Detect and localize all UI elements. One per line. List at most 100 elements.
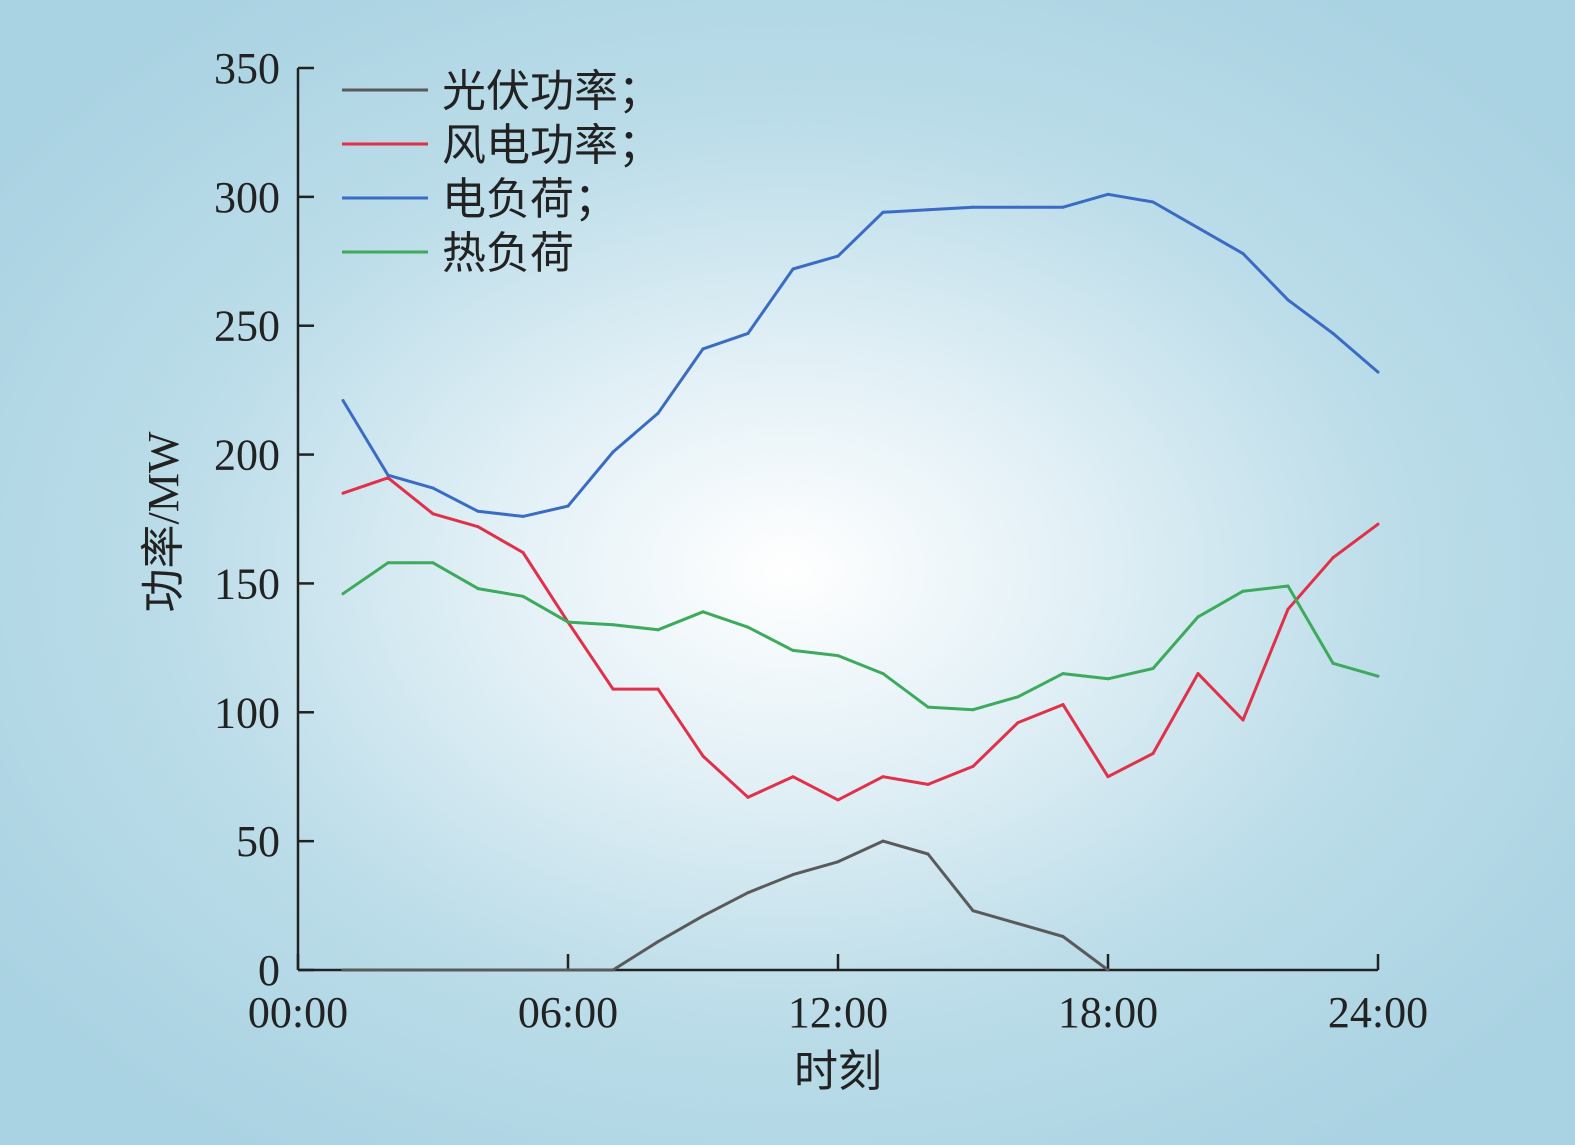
- data-point: [656, 687, 660, 691]
- data-point: [386, 968, 390, 972]
- data-point: [656, 628, 660, 632]
- data-point: [476, 525, 480, 529]
- data-point: [1376, 370, 1380, 374]
- data-point: [1016, 922, 1020, 926]
- data-point: [566, 968, 570, 972]
- series-3: [341, 192, 1380, 518]
- data-point: [476, 509, 480, 513]
- series-line: [342, 561, 1379, 712]
- y-tick-label: 350: [214, 44, 280, 93]
- data-point: [926, 208, 930, 212]
- data-point: [431, 561, 435, 565]
- data-point: [746, 795, 750, 799]
- data-point: [431, 486, 435, 490]
- y-tick-label: 250: [214, 302, 280, 351]
- data-point: [1106, 677, 1110, 681]
- data-point: [1286, 584, 1290, 588]
- data-point: [611, 623, 615, 627]
- data-point: [476, 968, 480, 972]
- data-point: [341, 398, 345, 402]
- data-point: [1196, 226, 1200, 230]
- series-line: [343, 839, 1109, 972]
- series-4: [341, 561, 1380, 712]
- data-point: [566, 504, 570, 508]
- data-point: [656, 940, 660, 944]
- data-point: [791, 775, 795, 779]
- data-point: [746, 331, 750, 335]
- data-point: [881, 210, 885, 214]
- data-point: [1331, 661, 1335, 665]
- data-point: [431, 512, 435, 516]
- data-point: [1331, 331, 1335, 335]
- data-point: [1196, 615, 1200, 619]
- data-point: [1241, 718, 1245, 722]
- x-tick-label: 00:00: [248, 988, 348, 1037]
- data-point: [1061, 934, 1065, 938]
- data-point: [881, 672, 885, 676]
- legend-label: 风电功率；: [442, 121, 662, 170]
- series-2: [341, 476, 1380, 802]
- data-point: [1331, 556, 1335, 560]
- data-point: [1376, 674, 1380, 678]
- legend-label: 光伏功率；: [442, 67, 662, 116]
- data-point: [656, 411, 660, 415]
- data-point: [1286, 607, 1290, 611]
- data-point: [836, 798, 840, 802]
- series-1: [341, 839, 1110, 972]
- data-point: [476, 587, 480, 591]
- y-tick-label: 300: [214, 173, 280, 222]
- y-tick-label: 200: [214, 431, 280, 480]
- data-point: [791, 267, 795, 271]
- data-point: [1061, 205, 1065, 209]
- series-line: [342, 476, 1379, 802]
- data-point: [1016, 695, 1020, 699]
- data-point: [341, 968, 345, 972]
- data-point: [701, 754, 705, 758]
- data-point: [1151, 200, 1155, 204]
- data-point: [701, 347, 705, 351]
- legend: 光伏功率； 风电功率； 电负荷； 热负荷: [342, 67, 662, 278]
- legend-label: 热负荷: [442, 229, 574, 278]
- data-point: [431, 968, 435, 972]
- data-point: [971, 205, 975, 209]
- data-point: [521, 594, 525, 598]
- data-point: [611, 968, 615, 972]
- data-point: [836, 254, 840, 258]
- data-point: [701, 914, 705, 918]
- data-point: [1106, 775, 1110, 779]
- data-point: [1151, 666, 1155, 670]
- y-axis-label: 功率/MW: [139, 431, 188, 612]
- data-point: [1196, 672, 1200, 676]
- data-point: [386, 561, 390, 565]
- data-point: [1286, 298, 1290, 302]
- x-tick-label: 06:00: [518, 988, 618, 1037]
- data-point: [701, 610, 705, 614]
- data-point: [1106, 192, 1110, 196]
- x-tick-label: 12:00: [788, 988, 888, 1037]
- data-point: [1241, 589, 1245, 593]
- data-point: [971, 909, 975, 913]
- y-tick-label: 100: [214, 688, 280, 737]
- data-point: [1241, 252, 1245, 256]
- data-point: [926, 852, 930, 856]
- data-point: [521, 551, 525, 555]
- data-point: [926, 705, 930, 709]
- data-point: [341, 491, 345, 495]
- data-point: [926, 782, 930, 786]
- y-tick-label: 150: [214, 559, 280, 608]
- x-tick-label: 24:00: [1328, 988, 1428, 1037]
- data-point: [611, 687, 615, 691]
- data-point: [1106, 968, 1110, 972]
- x-tick-label: 18:00: [1058, 988, 1158, 1037]
- data-point: [746, 625, 750, 629]
- data-point: [791, 873, 795, 877]
- data-point: [521, 968, 525, 972]
- legend-label: 电负荷；: [442, 175, 618, 224]
- data-point: [836, 654, 840, 658]
- data-point: [836, 860, 840, 864]
- data-point: [971, 764, 975, 768]
- data-point: [1151, 752, 1155, 756]
- series-line: [341, 192, 1379, 518]
- axes: 0 50 100 150 200 250 300 350 00:00 06:00 12:00 18:0…: [214, 44, 1428, 1037]
